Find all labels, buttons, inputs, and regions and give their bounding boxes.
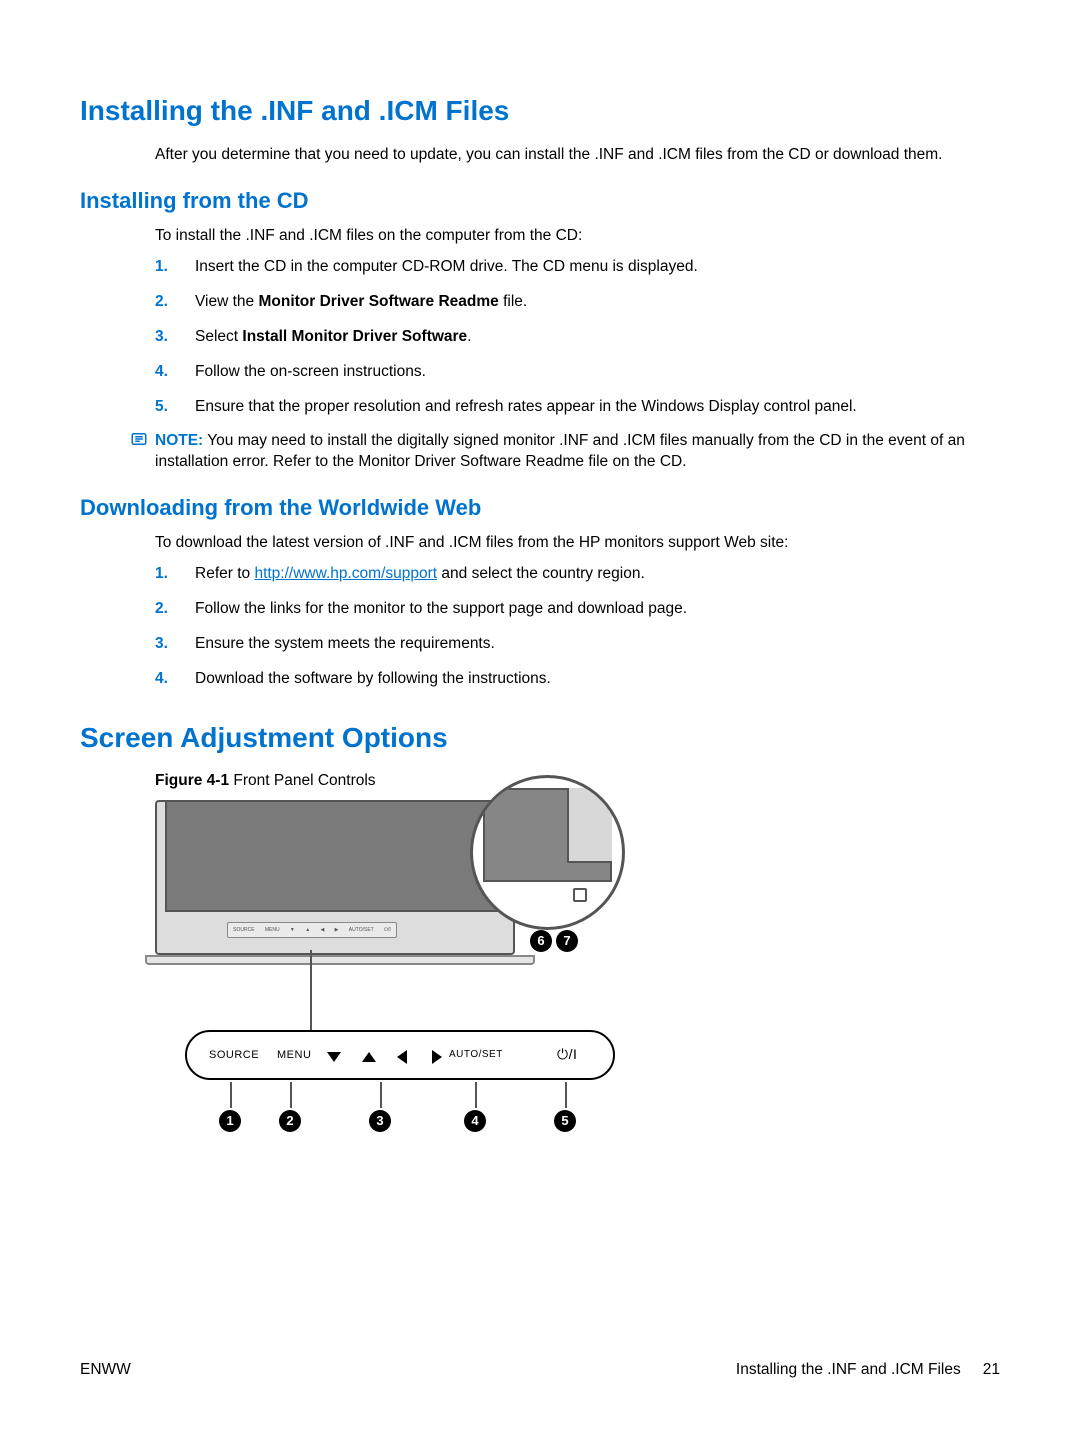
step-web-3: 3.Ensure the system meets the requiremen… [155,634,1000,655]
step-text-pre: Refer to [195,565,254,582]
callout-group-67: 6 7 [530,930,578,952]
callout-bubble-4: 4 [464,1110,486,1132]
step-cd-1: 1.Insert the CD in the computer CD-ROM d… [155,257,1000,278]
triangle-up-icon [362,1052,376,1062]
monitor-screen [165,802,505,912]
panel-label-power: ⏻/I [557,1046,577,1063]
monitor-button-bar-small: SOURCEMENU▼▲◀▶AUTO/SET⏻/I [227,922,397,938]
step-text: Follow the links for the monitor to the … [195,600,687,617]
step-text-pre: Select [195,328,242,345]
callout-row-1-5: 1 2 3 4 5 [185,1110,615,1140]
triangle-down-icon [327,1052,341,1062]
panel-label-source: SOURCE [209,1049,259,1061]
leader-line-main [310,950,312,1030]
zoom-detail-circle [470,775,625,930]
leader-4 [475,1082,477,1108]
triangle-right-icon [432,1050,442,1064]
heading-screen-adjustment: Screen Adjustment Options [80,722,1000,754]
step-text-post: file. [499,293,527,310]
triangle-left-icon [397,1050,407,1064]
figure-front-panel: SOURCEMENU▼▲◀▶AUTO/SET⏻/I 6 7 SOURCE MEN… [155,800,635,1142]
intro-paragraph: After you determine that you need to upd… [155,145,1000,166]
step-cd-4: 4.Follow the on-screen instructions. [155,362,1000,383]
step-cd-5: 5.Ensure that the proper resolution and … [155,397,1000,418]
step-text: Insert the CD in the computer CD-ROM dri… [195,258,698,275]
callout-bubble-7: 7 [556,930,578,952]
step-web-1: 1. Refer to http://www.hp.com/support an… [155,564,1000,585]
leader-5 [565,1082,567,1108]
heading-installing-cd: Installing from the CD [80,188,1000,214]
callout-bubble-6: 6 [530,930,552,952]
note-block: NOTE: You may need to install the digita… [130,431,1000,473]
heading-installing-files: Installing the .INF and .ICM Files [80,95,1000,127]
step-web-4: 4.Download the software by following the… [155,669,1000,690]
callout-bubble-5: 5 [554,1110,576,1132]
leader-3 [380,1082,382,1108]
monitor-illustration: SOURCEMENU▼▲◀▶AUTO/SET⏻/I [155,800,515,955]
step-text: Follow the on-screen instructions. [195,363,426,380]
note-content: NOTE: You may need to install the digita… [155,431,1000,473]
callout-bubble-2: 2 [279,1110,301,1132]
note-icon [130,430,155,454]
steps-cd: 1.Insert the CD in the computer CD-ROM d… [155,257,1000,418]
step-text-post: and select the country region. [437,565,645,582]
step-text-bold: Monitor Driver Software Readme [258,293,498,310]
callout-bubble-3: 3 [369,1110,391,1132]
steps-web: 1. Refer to http://www.hp.com/support an… [155,564,1000,690]
panel-label-autoset: AUTO/SET [449,1049,503,1060]
step-text: Ensure that the proper resolution and re… [195,398,857,415]
footer-page-number: 21 [983,1361,1000,1379]
step-cd-2: 2. View the Monitor Driver Software Read… [155,292,1000,313]
step-text-bold: Install Monitor Driver Software [242,328,467,345]
lead-text-web: To download the latest version of .INF a… [155,533,1000,554]
zoom-bezel [567,788,612,863]
figure-caption-text: Front Panel Controls [233,772,375,789]
zoom-led-icon [573,888,587,902]
note-text: You may need to install the digitally si… [155,432,965,470]
step-text-post: . [467,328,471,345]
step-cd-3: 3. Select Install Monitor Driver Softwar… [155,327,1000,348]
monitor-base [145,955,535,965]
step-text: Download the software by following the i… [195,670,551,687]
footer-left: ENWW [80,1361,131,1379]
lead-text-cd: To install the .INF and .ICM files on th… [155,226,1000,247]
leader-1 [230,1082,232,1108]
callout-bubble-1: 1 [219,1110,241,1132]
panel-label-menu: MENU [277,1049,311,1061]
page-footer: ENWW Installing the .INF and .ICM Files … [80,1361,1000,1379]
step-web-2: 2.Follow the links for the monitor to th… [155,599,1000,620]
note-label: NOTE: [155,432,203,449]
footer-section-title: Installing the .INF and .ICM Files [736,1361,961,1379]
leader-2 [290,1082,292,1108]
step-text-pre: View the [195,293,258,310]
figure-label: Figure 4-1 [155,772,229,789]
button-panel-detail: SOURCE MENU AUTO/SET ⏻/I [185,1030,615,1080]
support-link[interactable]: http://www.hp.com/support [254,565,437,582]
step-text: Ensure the system meets the requirements… [195,635,495,652]
heading-downloading-web: Downloading from the Worldwide Web [80,495,1000,521]
